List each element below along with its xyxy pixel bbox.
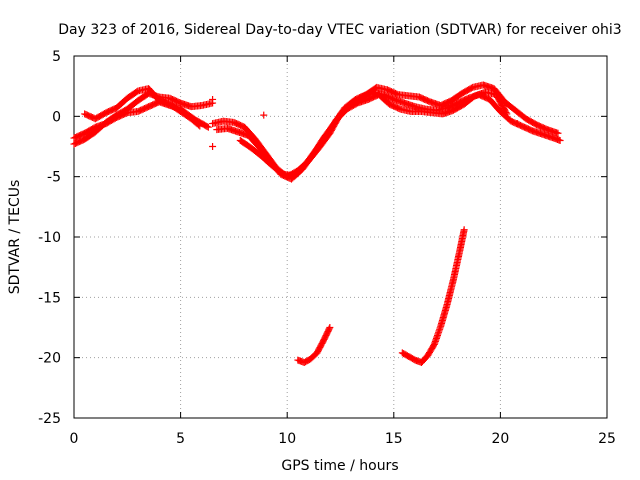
x-tick-label: 20 — [491, 431, 509, 447]
data-point — [326, 324, 334, 331]
data-point — [460, 226, 468, 234]
x-axis-label: GPS time / hours — [281, 458, 398, 474]
y-axis-label: SDTVAR / TECUs — [7, 180, 23, 295]
y-tick-label: -15 — [38, 290, 61, 306]
data-segment — [81, 85, 204, 130]
data-point — [325, 325, 333, 333]
data-segment — [294, 324, 334, 366]
data-point — [556, 136, 564, 144]
data-point — [195, 121, 203, 129]
x-tick-labels: 0 5 10 15 20 25 — [70, 431, 616, 447]
x-tick-label: 25 — [598, 431, 616, 447]
data-point — [554, 129, 562, 137]
data-point — [260, 111, 268, 119]
data-point — [203, 122, 211, 130]
data-point — [196, 122, 204, 130]
data-point — [513, 120, 521, 128]
y-tick-label: -25 — [38, 411, 61, 427]
grid-lines — [74, 56, 607, 418]
y-tick-label: -20 — [38, 351, 61, 367]
x-tick-label: 0 — [70, 431, 79, 447]
data-point — [209, 143, 217, 150]
data-point — [502, 109, 510, 117]
axis-ticks — [73, 55, 608, 419]
data-segment — [70, 89, 217, 148]
chart-title: Day 323 of 2016, Sidereal Day-to-day VTE… — [58, 22, 621, 38]
data-point — [209, 95, 217, 103]
y-tick-label: 0 — [52, 109, 61, 125]
y-tick-label: 5 — [52, 49, 61, 65]
y-tick-labels: -25 -20 -15 -10 -5 0 5 — [38, 49, 61, 427]
data-segment — [398, 226, 468, 366]
data-points — [70, 81, 564, 366]
data-segment — [236, 88, 511, 179]
x-tick-label: 15 — [385, 431, 403, 447]
data-point — [503, 110, 511, 118]
y-tick-label: -5 — [47, 170, 61, 186]
x-tick-label: 10 — [278, 431, 296, 447]
x-tick-label: 5 — [176, 431, 185, 447]
data-point — [204, 123, 212, 131]
y-tick-label: -10 — [38, 230, 61, 246]
